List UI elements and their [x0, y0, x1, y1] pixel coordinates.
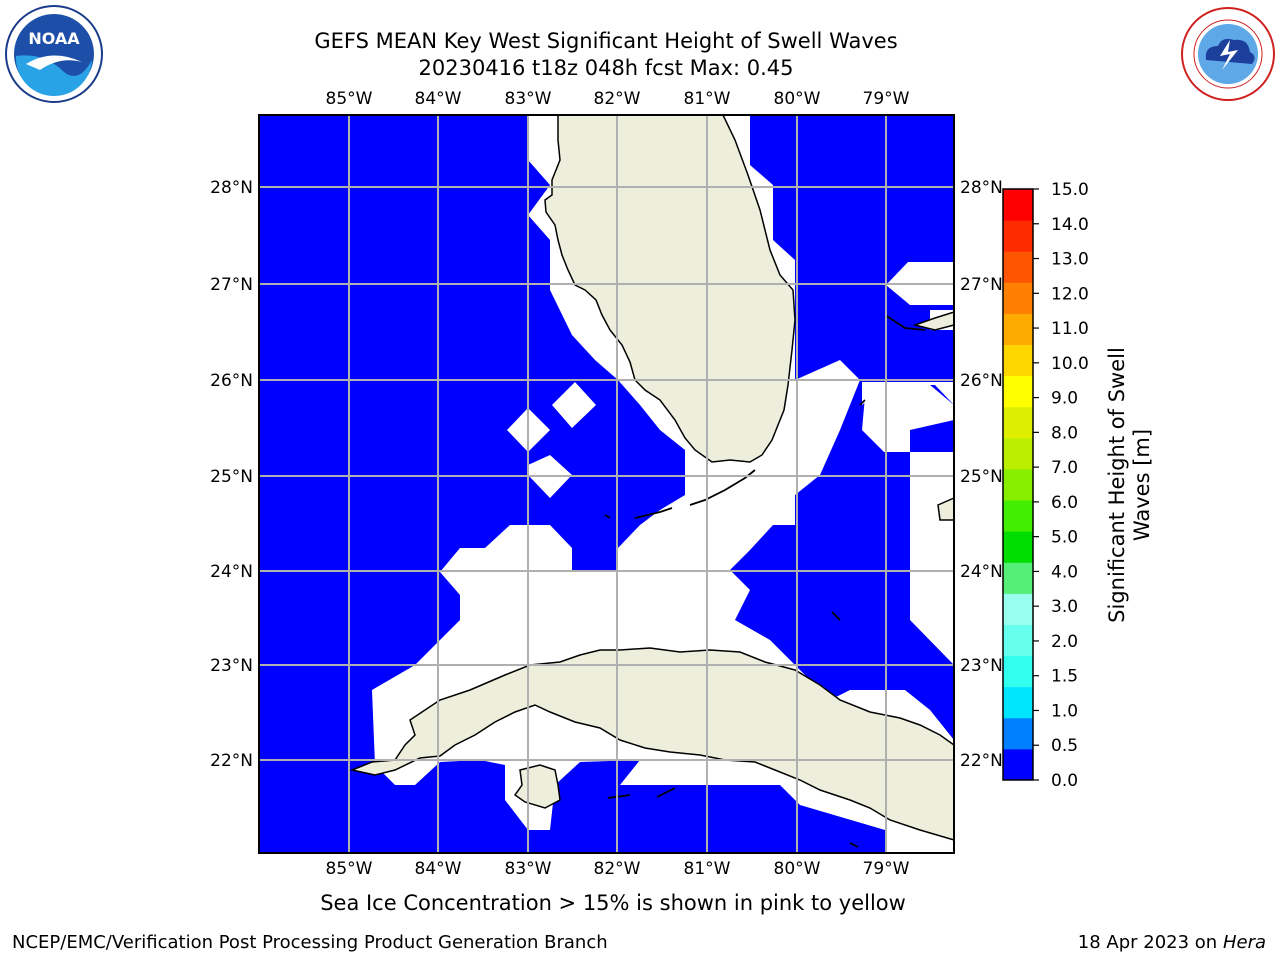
lat-label-left: 24°N	[210, 562, 253, 582]
lon-label-bottom: 83°W	[505, 859, 552, 879]
colorbar-label: 10.0	[1051, 354, 1089, 374]
land-masses	[349, 114, 955, 842]
sea-ice-note: Sea Ice Concentration > 15% is shown in …	[320, 891, 906, 915]
colorbar-swatch	[1003, 686, 1033, 719]
colorbar-swatch	[1003, 748, 1033, 781]
colorbar-frame	[1002, 188, 1034, 781]
colorbar-swatch	[1003, 437, 1033, 470]
colorbar-label: 1.5	[1051, 667, 1078, 687]
colorbar-label: 7.0	[1051, 458, 1078, 478]
colorbar-label: 15.0	[1051, 180, 1089, 200]
colorbar-label: 0.0	[1051, 771, 1078, 791]
lon-label-top: 85°W	[326, 89, 373, 109]
chart-title: GEFS MEAN Key West Significant Height of…	[314, 29, 898, 53]
lat-label-right: 28°N	[960, 178, 1003, 198]
colorbar-title-line2: Waves [m]	[1130, 428, 1154, 542]
colorbar-swatch	[1003, 344, 1033, 377]
colorbar-swatch	[1003, 500, 1033, 532]
lon-label-bottom: 81°W	[684, 859, 731, 879]
lat-label-right: 26°N	[960, 371, 1003, 391]
noaa-logo: NOAA	[5, 5, 103, 103]
colorbar-swatch	[1003, 655, 1033, 688]
colorbar-swatch	[1003, 593, 1033, 625]
footer-branch: NCEP/EMC/Verification Post Processing Pr…	[12, 932, 608, 953]
lon-label-top: 83°W	[505, 89, 552, 109]
colorbar-swatch	[1003, 624, 1033, 657]
lon-label-top: 81°W	[684, 89, 731, 109]
lon-label-bottom: 84°W	[415, 859, 462, 879]
lat-label-left: 22°N	[210, 751, 253, 771]
colorbar-swatch	[1003, 531, 1033, 563]
colorbar-label: 0.5	[1051, 736, 1078, 756]
chart-subtitle: 20230416 t18z 048h fcst Max: 0.45	[418, 56, 794, 80]
colorbar-label: 9.0	[1051, 389, 1078, 409]
lon-label-bottom: 82°W	[594, 859, 641, 879]
lat-label-right: 24°N	[960, 562, 1003, 582]
colorbar-swatch	[1003, 406, 1033, 439]
colorbar-label: 2.0	[1051, 632, 1078, 652]
colorbar-label: 13.0	[1051, 250, 1089, 270]
colorbar-swatch	[1003, 189, 1033, 221]
colorbar-swatch	[1003, 375, 1033, 408]
colorbar: 0.0 0.5 1.0 1.5 2.0 3.0 4.0 5.0 6.0 7.0 8.0 9.0 10.0…	[1002, 180, 1089, 791]
footer-date: 18 Apr 2023 on Hera	[1078, 932, 1266, 953]
colorbar-swatch	[1003, 717, 1033, 750]
colorbar-swatch	[1003, 468, 1033, 501]
lon-label-top: 79°W	[863, 89, 910, 109]
lat-label-right: 23°N	[960, 656, 1003, 676]
colorbar-label: 3.0	[1051, 597, 1078, 617]
graticule	[259, 115, 954, 853]
lat-label-right: 22°N	[960, 751, 1003, 771]
colorbar-title-line1: Significant Height of Swell	[1105, 347, 1129, 623]
colorbar-label: 4.0	[1051, 562, 1078, 582]
lat-label-left: 23°N	[210, 656, 253, 676]
colorbar-label: 12.0	[1051, 284, 1089, 304]
lon-label-top: 80°W	[774, 89, 821, 109]
lat-label-left: 28°N	[210, 178, 253, 198]
colorbar-swatch	[1003, 220, 1033, 252]
colorbar-label: 14.0	[1051, 215, 1089, 235]
colorbar-swatch	[1003, 562, 1033, 594]
lat-label-left: 25°N	[210, 467, 253, 487]
colorbar-label: 1.0	[1051, 701, 1078, 721]
colorbar-title: Significant Height of Swell Waves [m]	[1105, 285, 1155, 685]
lon-label-bottom: 80°W	[774, 859, 821, 879]
nws-logo	[1181, 7, 1275, 101]
map-frame	[258, 114, 955, 854]
colorbar-swatch	[1003, 282, 1033, 314]
coastline-details	[604, 314, 926, 848]
noaa-logo-text: NOAA	[28, 29, 80, 48]
lat-label-left: 26°N	[210, 371, 253, 391]
lat-label-right: 25°N	[960, 467, 1003, 487]
colorbar-swatch	[1003, 313, 1033, 346]
lon-label-bottom: 79°W	[863, 859, 910, 879]
lat-label-right: 27°N	[960, 275, 1003, 295]
footer-host: Hera	[1222, 932, 1266, 953]
colorbar-swatch	[1003, 251, 1033, 283]
footer-date-text: 18 Apr 2023 on	[1077, 932, 1223, 953]
colorbar-label: 11.0	[1051, 319, 1089, 339]
colorbar-label: 6.0	[1051, 493, 1078, 513]
isla-juventud-landmass	[513, 764, 561, 809]
lon-label-top: 84°W	[415, 89, 462, 109]
colorbar-label: 5.0	[1051, 528, 1078, 548]
colorbar-label: 8.0	[1051, 423, 1078, 443]
florida-landmass	[544, 114, 796, 463]
lon-label-bottom: 85°W	[326, 859, 373, 879]
lat-label-left: 27°N	[210, 275, 253, 295]
lon-label-top: 82°W	[594, 89, 641, 109]
